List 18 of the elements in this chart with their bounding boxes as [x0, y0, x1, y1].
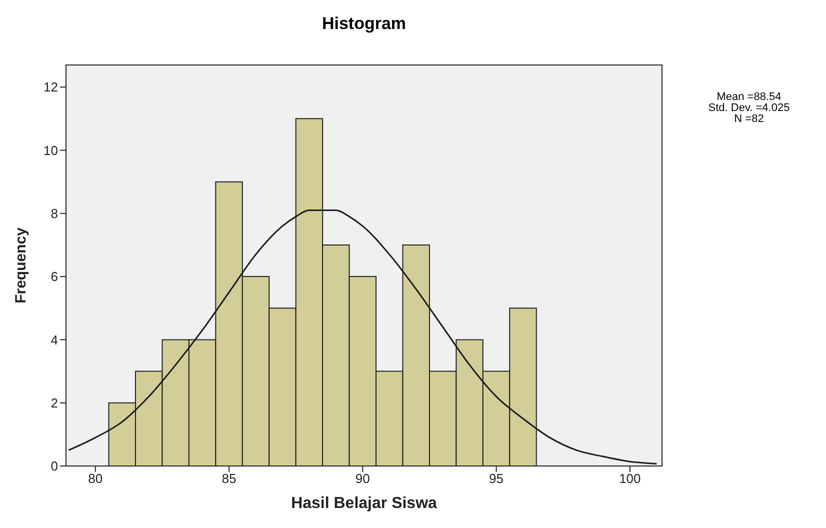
x-tick-label: 100 [619, 471, 641, 486]
y-axis-title: Frequency [12, 226, 30, 304]
chart-title: Histogram [320, 14, 408, 34]
text: Std. Dev. =4.025 [707, 102, 791, 114]
y-tick-label: 6 [50, 269, 58, 284]
y-tick-label: 4 [50, 332, 58, 348]
x-tick-label: 95 [489, 471, 504, 486]
x-tick-label: 85 [222, 471, 236, 486]
y-tick-label: 2 [50, 395, 58, 410]
x-tick-label: 90 [355, 471, 370, 486]
text: N =82 [733, 113, 765, 125]
y-tick-label: 10 [44, 142, 58, 158]
x-axis-title: Hasil Belajar Siswa [291, 495, 438, 512]
y-tick-label: 0 [50, 458, 58, 474]
y-tick-label: 12 [44, 80, 58, 95]
x-tick-label: 80 [88, 471, 103, 486]
y-tick-label: 8 [50, 206, 58, 222]
text: Mean =88.54 [716, 91, 782, 103]
